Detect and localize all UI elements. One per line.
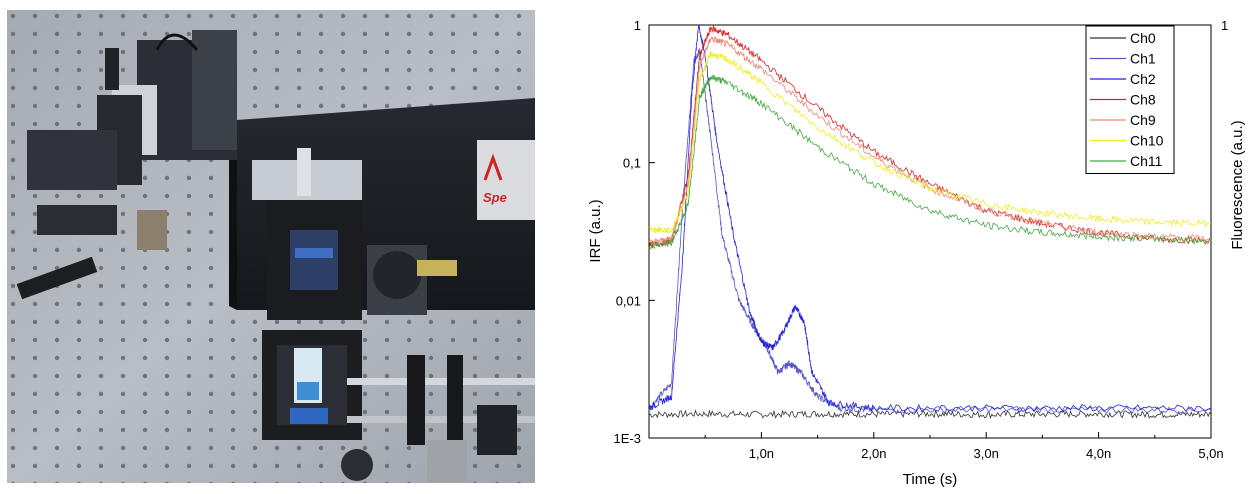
y-axis-label-right: Fluorescence (a.u.): [1229, 120, 1246, 249]
x-tick-label: 1,0n: [749, 446, 774, 461]
y-axis-left: 1E-3 0,01 0,1 1: [614, 18, 655, 446]
photo-drawing: Spe: [7, 10, 535, 483]
lab-setup-photo: Spe: [7, 10, 535, 483]
y-axis-label-left: IRF (a.u.): [587, 199, 604, 262]
x-axis: 1,0n 2,0n 3,0n 4,0n 5,0n: [704, 432, 1224, 461]
legend-label: Ch0: [1130, 30, 1156, 46]
y-tick-label: 1E-3: [614, 431, 641, 446]
series-line-ch2: [648, 24, 1212, 413]
legend-label: Ch10: [1130, 133, 1164, 149]
x-tick-label: 5,0n: [1198, 446, 1223, 461]
legend-label: Ch11: [1130, 153, 1163, 169]
x-axis-label: Time (s): [903, 471, 957, 488]
x-tick-label: 2,0n: [861, 446, 886, 461]
series-line-ch10: [648, 50, 1212, 234]
legend: Ch0 Ch1 Ch2 Ch8 Ch9 Ch10 Ch11: [1085, 25, 1175, 174]
x-tick-label: 4,0n: [1086, 446, 1111, 461]
legend-label: Ch8: [1130, 92, 1156, 108]
series-layer: [648, 24, 1212, 420]
y-axis-right: 1: [1221, 18, 1228, 33]
y-tick-label: 0,01: [616, 293, 641, 308]
x-tick-label: 3,0n: [974, 446, 999, 461]
series-line-ch8: [648, 24, 1212, 249]
decay-chart: 1,0n 2,0n 3,0n 4,0n 5,0n 1E-3 0,01 0,1 1 1 Time…: [587, 18, 1246, 488]
chart-panel: 1,0n 2,0n 3,0n 4,0n 5,0n 1E-3 0,01 0,1 1 1 Time…: [560, 0, 1250, 489]
legend-box: [1085, 25, 1175, 174]
legend-label: Ch9: [1130, 112, 1156, 128]
y-tick-label: 1: [634, 18, 641, 33]
series-line-ch9: [648, 35, 1212, 246]
y-right-tick-label: 1: [1221, 18, 1228, 33]
legend-label: Ch1: [1130, 51, 1156, 67]
y-tick-label: 0,1: [623, 156, 641, 171]
legend-label: Ch2: [1130, 71, 1156, 87]
series-line-ch11: [648, 74, 1212, 250]
logo-text: Spe: [483, 190, 507, 205]
